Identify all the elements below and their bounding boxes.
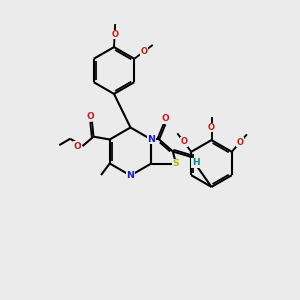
Text: N: N (127, 171, 134, 180)
Text: O: O (236, 138, 244, 147)
Text: N: N (147, 135, 155, 144)
Text: O: O (87, 112, 94, 121)
Text: O: O (111, 30, 118, 39)
Text: O: O (161, 114, 169, 123)
Text: O: O (208, 123, 215, 132)
Text: O: O (141, 47, 148, 56)
Text: O: O (180, 137, 187, 146)
Text: O: O (73, 142, 81, 151)
Text: H: H (192, 158, 200, 167)
Text: S: S (172, 159, 179, 168)
